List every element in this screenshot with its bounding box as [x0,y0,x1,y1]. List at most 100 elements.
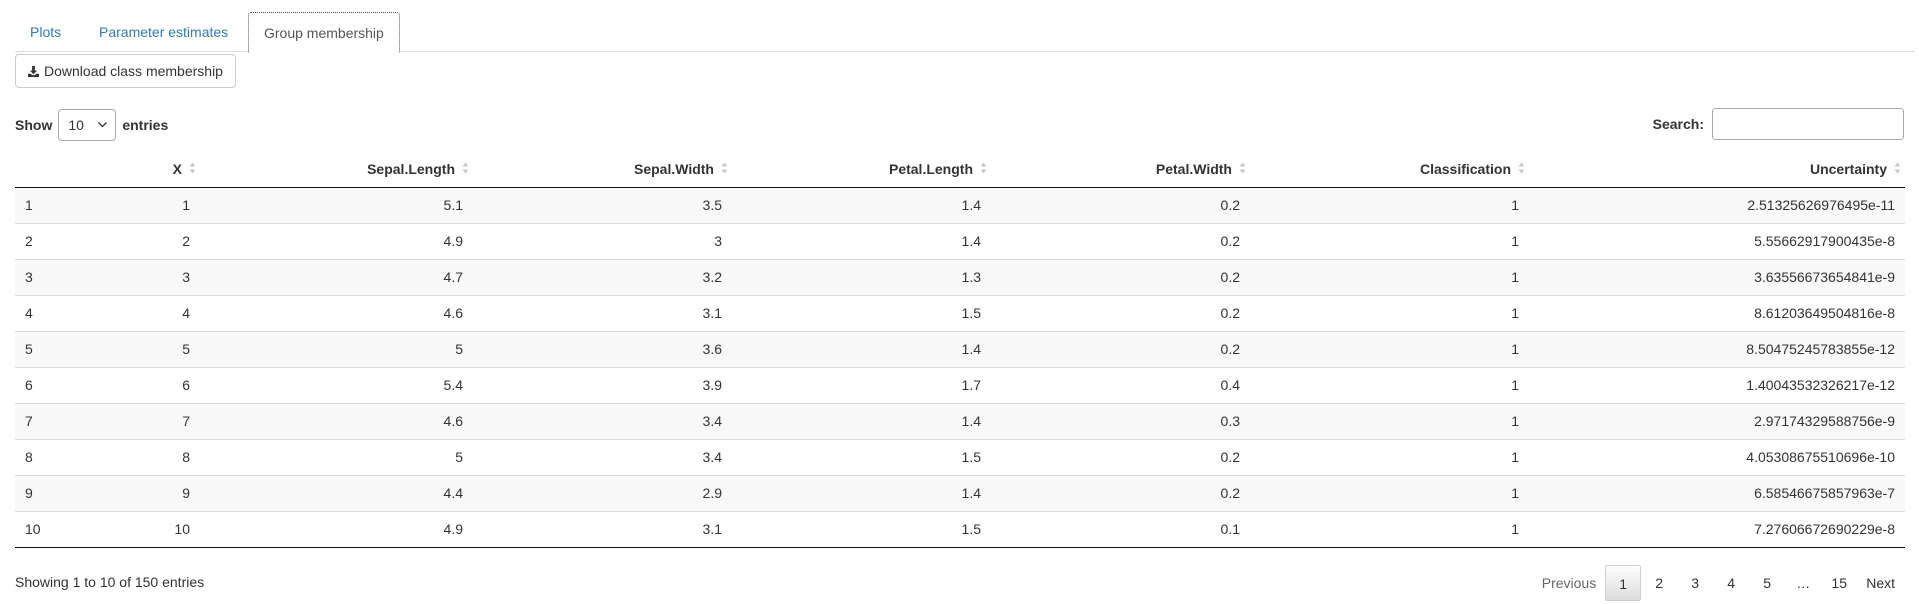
cell-sepal-width: 3.9 [473,366,732,403]
cell-x: 4 [115,294,200,331]
cell-classification: 1 [1250,187,1529,223]
cell-petal-width: 0.2 [991,258,1250,295]
table-body: 1 1 5.1 3.5 1.4 0.2 1 2.51325626976495e-11 2 2 4.9… [15,187,1905,548]
cell-petal-length: 1.5 [732,510,991,548]
entries-label: entries [122,117,169,133]
page-button-2[interactable]: 2 [1655,575,1664,591]
cell-sepal-width: 3.4 [473,438,732,475]
download-class-membership-button[interactable]: Download class membership [15,54,236,88]
cell-uncertainty: 5.55662917900435e-8 [1529,222,1905,259]
cell-petal-length: 1.7 [732,366,991,403]
cell-sepal-length: 4.9 [200,222,473,259]
column-header-label: X [172,160,182,177]
cell-petal-width: 0.2 [991,474,1250,511]
cell-rowname: 2 [15,222,115,259]
column-header-label: Classification [1419,160,1511,177]
cell-rowname: 1 [15,187,115,223]
cell-rowname: 7 [15,402,115,439]
cell-petal-width: 0.2 [991,438,1250,475]
cell-x: 6 [115,366,200,403]
cell-uncertainty: 1.40043532326217e-12 [1529,366,1905,403]
sort-arrows-icon [1239,162,1246,174]
table-row: 6 6 5.4 3.9 1.7 0.4 1 1.40043532326217e-12 [15,366,1905,403]
column-header-sepal-length[interactable]: Sepal.Length [200,151,473,188]
search-label: Search: [1652,116,1704,132]
column-header-x[interactable]: X [115,151,200,188]
search-input[interactable] [1712,108,1904,140]
download-label: Download class membership [44,63,223,79]
cell-petal-width: 0.2 [991,187,1250,223]
tab-group-membership[interactable]: Group membership [248,12,400,53]
cell-rowname: 8 [15,438,115,475]
page-button-3[interactable]: 3 [1691,575,1700,591]
column-header-classification[interactable]: Classification [1250,151,1529,188]
cell-sepal-length: 5 [200,330,473,367]
table-info: Showing 1 to 10 of 150 entries [15,574,205,590]
cell-petal-length: 1.4 [732,474,991,511]
cell-petal-length: 1.3 [732,258,991,295]
column-header-rowname [15,151,115,188]
cell-rowname: 10 [15,510,115,548]
next-page-button[interactable]: Next [1866,575,1895,591]
cell-uncertainty: 7.27606672690229e-8 [1529,510,1905,548]
cell-x: 8 [115,438,200,475]
cell-rowname: 3 [15,258,115,295]
column-header-petal-width[interactable]: Petal.Width [991,151,1250,188]
cell-uncertainty: 2.51325626976495e-11 [1529,187,1905,223]
cell-petal-length: 1.5 [732,438,991,475]
chevron-down-icon [98,122,108,128]
table-row: 10 10 4.9 3.1 1.5 0.1 1 7.27606672690229e-8 [15,510,1905,548]
page-button-15[interactable]: 15 [1831,575,1847,591]
cell-rowname: 9 [15,474,115,511]
cell-sepal-width: 3.1 [473,294,732,331]
cell-petal-width: 0.2 [991,294,1250,331]
cell-petal-length: 1.4 [732,187,991,223]
table-row: 7 7 4.6 3.4 1.4 0.3 1 2.97174329588756e-9 [15,402,1905,439]
page-button-5[interactable]: 5 [1763,575,1772,591]
download-icon [28,65,39,77]
cell-sepal-length: 5.1 [200,187,473,223]
column-header-petal-length[interactable]: Petal.Length [732,151,991,188]
cell-sepal-width: 2.9 [473,474,732,511]
cell-petal-width: 0.2 [991,330,1250,367]
cell-classification: 1 [1250,402,1529,439]
cell-sepal-length: 4.6 [200,402,473,439]
sort-arrows-icon [189,162,196,174]
table-header-row: X Sepal.Length Sepal.Width Petal.Length Peta… [15,151,1905,188]
cell-x: 3 [115,258,200,295]
cell-x: 2 [115,222,200,259]
cell-sepal-width: 3.5 [473,187,732,223]
table-row: 9 9 4.4 2.9 1.4 0.2 1 6.58546675857963e-7 [15,474,1905,511]
cell-petal-length: 1.4 [732,330,991,367]
column-header-label: Sepal.Width [634,160,714,177]
cell-uncertainty: 4.05308675510696e-10 [1529,438,1905,475]
column-header-uncertainty[interactable]: Uncertainty [1529,151,1905,188]
cell-sepal-length: 5.4 [200,366,473,403]
cell-sepal-length: 4.7 [200,258,473,295]
sort-arrows-icon [1518,162,1525,174]
column-header-label: Petal.Width [1155,160,1232,177]
entries-select[interactable]: 10 [58,109,117,141]
cell-sepal-length: 4.4 [200,474,473,511]
entries-length-control: Show 10 entries [15,109,168,141]
cell-x: 5 [115,330,200,367]
sort-arrows-icon [462,162,469,174]
cell-sepal-length: 5 [200,438,473,475]
cell-uncertainty: 2.97174329588756e-9 [1529,402,1905,439]
cell-rowname: 6 [15,366,115,403]
page-button-4[interactable]: 4 [1727,575,1736,591]
cell-sepal-length: 4.9 [200,510,473,548]
cell-uncertainty: 6.58546675857963e-7 [1529,474,1905,511]
column-header-sepal-width[interactable]: Sepal.Width [473,151,732,188]
previous-page-button[interactable]: Previous [1541,575,1597,591]
page-button-1[interactable]: 1 [1605,565,1642,601]
tab-plots[interactable]: Plots [30,24,62,40]
pagination: Previous 1 2 3 4 5 … 15 Next [1533,565,1904,601]
cell-classification: 1 [1250,294,1529,331]
cell-rowname: 5 [15,330,115,367]
tab-parameter-estimates[interactable]: Parameter estimates [99,24,229,40]
show-label: Show [15,117,53,133]
cell-sepal-width: 3.4 [473,402,732,439]
cell-sepal-width: 3.1 [473,510,732,548]
table-row: 5 5 5 3.6 1.4 0.2 1 8.50475245783855e-12 [15,330,1905,367]
